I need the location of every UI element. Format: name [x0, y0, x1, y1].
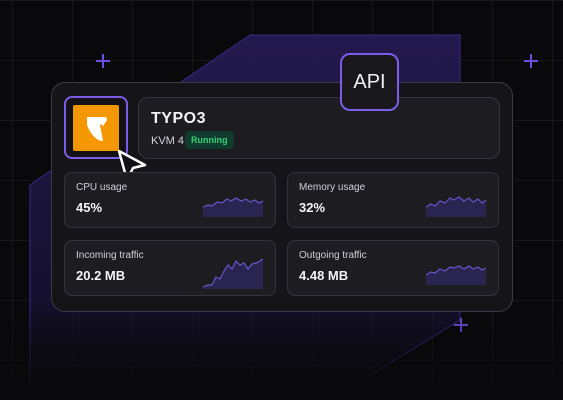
app-name: TYPO3	[151, 110, 206, 127]
metric-label: Outgoing traffic	[299, 250, 367, 261]
metric-card-cpu[interactable]: CPU usage 45%	[64, 172, 276, 228]
typo3-logo-icon	[73, 104, 119, 151]
api-badge[interactable]: API	[340, 53, 399, 111]
metric-value: 4.48 MB	[299, 268, 349, 283]
incoming-traffic-sparkline	[203, 258, 263, 289]
metric-card-outgoing-traffic[interactable]: Outgoing traffic 4.48 MB	[287, 240, 499, 296]
metric-value: 32%	[299, 200, 326, 215]
cpu-sparkline	[203, 197, 263, 217]
metric-label: Memory usage	[299, 182, 366, 193]
bottom-fade	[0, 310, 563, 400]
app-header-card: TYPO3 KVM 4 Running	[138, 97, 500, 159]
api-label: API	[353, 70, 386, 93]
plus-decoration	[96, 54, 110, 68]
metric-card-incoming-traffic[interactable]: Incoming traffic 20.2 MB	[64, 240, 276, 296]
metric-value: 20.2 MB	[76, 268, 126, 283]
metric-card-memory[interactable]: Memory usage 32%	[287, 172, 499, 228]
app-logo[interactable]	[64, 96, 128, 159]
metric-label: CPU usage	[76, 182, 128, 193]
memory-sparkline	[426, 196, 486, 217]
metric-value: 45%	[76, 200, 103, 215]
plus-decoration	[524, 54, 538, 68]
status-badge: Running	[185, 131, 234, 149]
metric-label: Incoming traffic	[76, 250, 144, 261]
plan-label: KVM 4	[151, 135, 185, 147]
outgoing-traffic-sparkline	[426, 265, 486, 285]
